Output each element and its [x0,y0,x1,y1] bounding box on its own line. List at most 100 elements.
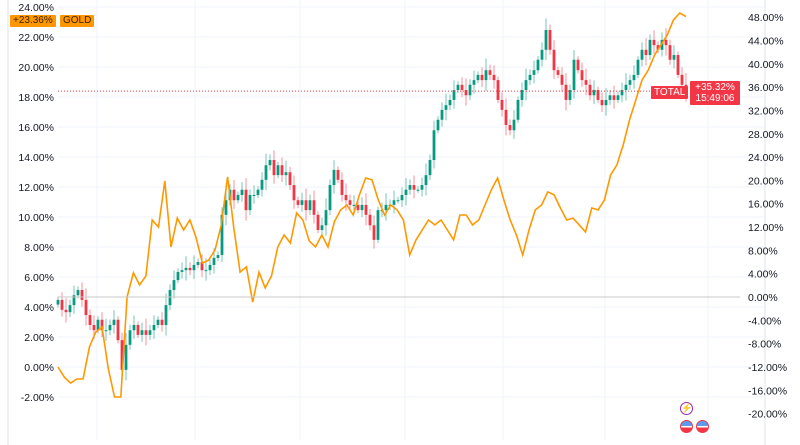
candle-body [512,119,516,131]
left-axis-tick: 18.00% [18,92,54,104]
candle-body [564,84,568,100]
candle [484,58,488,91]
candle [608,89,612,105]
candle [620,82,624,103]
candle-body [572,59,576,91]
right-axis-tick: 24.00% [748,152,784,164]
candle [428,154,432,181]
total-series-label[interactable]: TOTAL [651,86,689,99]
candle-body [484,70,488,81]
candle [508,119,512,136]
candle [184,256,188,281]
candle [476,71,480,84]
candle [420,177,424,197]
candle [640,42,644,67]
candle-body [244,189,248,211]
candle-body [216,255,220,258]
right-axis-tick: 28.00% [748,129,784,141]
candle-body [76,290,80,296]
candle-body [64,309,68,313]
candle [592,80,596,104]
candle [468,79,472,101]
candle [280,157,284,182]
candle-body [260,179,264,190]
right-axis-tick: -16.00% [748,385,787,397]
candle-body [300,200,304,205]
candle-body [164,305,168,325]
candle [372,215,376,249]
candle-body [188,267,192,271]
candle-body [184,267,188,271]
candle [364,193,368,226]
candle-body [604,99,608,106]
candle-body [208,264,212,271]
candle-body [468,84,472,96]
candle-body [200,262,204,271]
candle-body [324,210,328,226]
candle [232,180,236,209]
right-axis-tick: 48.00% [748,12,784,24]
candle [668,39,672,65]
candle [464,78,468,106]
candle-body [652,39,656,46]
candle-body [304,200,308,211]
us-flag-icon[interactable] [696,420,709,433]
candle-body [92,324,96,331]
candle-body [236,194,240,201]
right-axis-tick: -4.00% [748,315,781,327]
candle [612,85,616,109]
right-axis-tick: 12.00% [748,222,784,234]
candle-body [156,319,160,325]
candle [632,65,636,89]
candle-body [436,119,440,131]
us-flag-icon[interactable] [680,420,693,433]
candle [404,178,408,206]
left-axis-tick: 24.00% [18,2,54,14]
candle [72,285,76,314]
candle-body [116,319,120,341]
candle-body [88,315,92,325]
candle-body [448,99,452,106]
candle-body [420,185,424,190]
candle [320,217,324,237]
candle [532,60,536,84]
candle-body [348,200,352,205]
left-axis-tick: 14.00% [18,152,54,164]
candle-body [108,324,112,331]
candle [576,56,580,74]
candle-body [264,165,268,180]
candle [252,185,256,204]
left-axis-tick: 22.00% [18,32,54,44]
candle-body [524,80,528,91]
candle [604,88,608,116]
candle-body [60,299,64,310]
candle-body [384,204,388,211]
candle [636,56,640,79]
candle-body [268,159,272,166]
candle [516,96,520,123]
candle-body [356,204,360,211]
right-axis-tick: -12.00% [748,362,787,374]
candle-body [364,204,368,215]
candle-body [640,49,644,60]
candle-body [288,172,292,186]
right-axis-tick: 4.00% [748,269,778,281]
left-axis-tick: 8.00% [24,242,54,254]
candle [548,24,552,55]
candle [128,324,132,350]
candle [448,94,452,111]
candle-body [620,90,624,96]
candle [360,197,364,217]
gold-series-label[interactable]: GOLD [60,15,95,27]
candle [192,255,196,279]
candle [340,172,344,202]
candle-body [624,84,628,91]
candle-body [140,330,144,335]
right-axis-tick: -8.00% [748,339,781,351]
lightning-icon[interactable]: ⚡ [680,402,693,415]
candle [180,262,184,279]
candle-body [80,290,84,300]
candle-body [224,200,228,215]
candle-body [136,324,140,335]
